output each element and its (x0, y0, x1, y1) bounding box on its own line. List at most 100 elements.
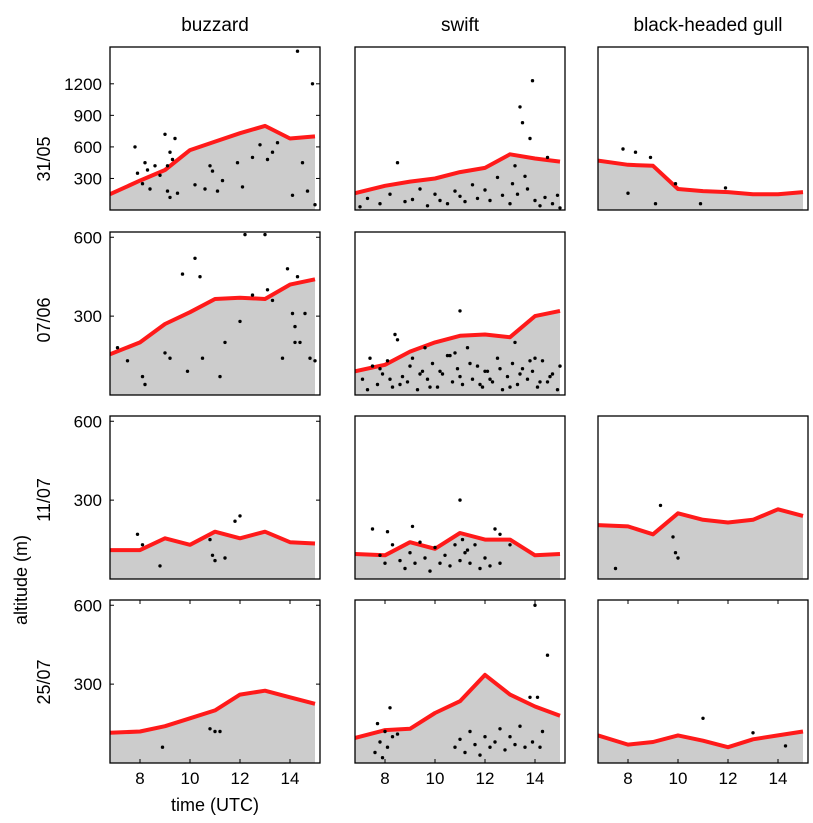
data-point (168, 356, 172, 360)
data-point (398, 382, 402, 387)
y-tick-label: 300 (74, 675, 102, 694)
data-point (458, 309, 462, 313)
data-point (418, 187, 422, 191)
data-point (701, 716, 705, 720)
frame-buzzard-25-07 (109, 599, 321, 764)
data-point (468, 729, 472, 734)
data-point (550, 202, 555, 206)
data-point (385, 745, 390, 749)
data-point (445, 353, 450, 358)
data-point (203, 187, 207, 191)
data-point (408, 364, 412, 368)
frame-black-headed-gull-31-05 (597, 46, 809, 211)
frame-black-headed-gull-11-07 (597, 415, 809, 580)
data-point (140, 182, 145, 186)
data-point (498, 561, 502, 565)
data-point (633, 150, 638, 154)
x-tick-label: 10 (669, 769, 688, 788)
data-point (168, 195, 172, 200)
column-title-buzzard: buzzard (181, 15, 249, 36)
data-point (378, 740, 382, 744)
data-point (250, 155, 255, 160)
data-point (418, 540, 422, 544)
data-point (385, 530, 390, 534)
data-point (290, 311, 295, 316)
x-tick-label: 12 (476, 769, 495, 788)
data-point (280, 356, 285, 360)
data-point (460, 537, 465, 542)
row-label-25-07: 25/07 (34, 659, 54, 704)
data-point (648, 155, 653, 160)
data-point (358, 205, 362, 209)
data-point (208, 164, 212, 168)
data-point (240, 185, 245, 189)
data-point (395, 161, 400, 165)
data-point (465, 346, 470, 350)
data-point (518, 105, 522, 109)
data-point (533, 356, 537, 360)
data-point (125, 359, 130, 363)
data-point (458, 194, 462, 198)
data-point (490, 380, 495, 384)
fill-area-buzzard-07-06 (110, 279, 315, 395)
panel-swift-25-07: 8 10 12 14 (354, 599, 566, 788)
row-label-31-05: 31/05 (34, 136, 54, 181)
fill-area-buzzard-31-05 (110, 125, 315, 210)
data-point (133, 145, 137, 149)
fill-area-swift-25-07 (355, 674, 560, 763)
fill-area-black-headed-gull-25-07 (598, 731, 803, 763)
data-point (488, 377, 492, 381)
data-point (463, 750, 467, 755)
data-point (438, 561, 442, 565)
data-point (220, 178, 225, 183)
data-point (508, 202, 512, 206)
row-label-07-06: 07/06 (34, 297, 54, 342)
data-point (621, 147, 625, 151)
x-axis-label: time (UTC) (171, 795, 259, 815)
data-point (250, 293, 255, 297)
data-point (218, 729, 222, 734)
data-point (308, 356, 312, 360)
data-point (410, 356, 415, 360)
data-point (420, 369, 425, 373)
data-point (545, 380, 550, 384)
data-point (135, 532, 140, 536)
data-point (405, 380, 410, 384)
data-point (483, 735, 487, 739)
data-point (483, 188, 487, 192)
panels: 300 600 900 1200 300 600 300 600 8 10 12 14 300 600 8 1… (64, 46, 809, 788)
data-point (303, 311, 307, 316)
data-point (168, 150, 172, 154)
data-point (375, 721, 380, 726)
data-point (398, 558, 402, 563)
data-point (430, 361, 435, 366)
data-point (555, 388, 560, 392)
data-point (388, 706, 392, 710)
data-point (460, 382, 465, 387)
data-point (395, 338, 400, 342)
data-point (235, 161, 240, 165)
frame-buzzard-07-06 (109, 231, 321, 396)
data-point (535, 385, 540, 389)
data-point (520, 121, 525, 125)
data-point (270, 150, 275, 154)
data-point (458, 374, 462, 379)
y-tick-label: 600 (74, 596, 102, 615)
data-point (193, 256, 197, 260)
data-point (415, 388, 420, 392)
data-point (408, 551, 412, 555)
data-point (468, 561, 472, 565)
boundary-line-black-headed-gull-25-07 (598, 729, 804, 750)
data-point (508, 385, 512, 389)
panel-swift-11-07 (354, 415, 566, 580)
data-point (498, 367, 502, 371)
data-point (213, 558, 217, 563)
data-point (453, 745, 457, 749)
panel-buzzard-31-05: 300 600 900 1200 (64, 46, 321, 211)
data-point (545, 155, 550, 160)
data-point (495, 175, 500, 180)
data-point (423, 346, 427, 350)
data-point (483, 369, 487, 373)
data-point (163, 132, 167, 136)
data-point (290, 193, 295, 197)
